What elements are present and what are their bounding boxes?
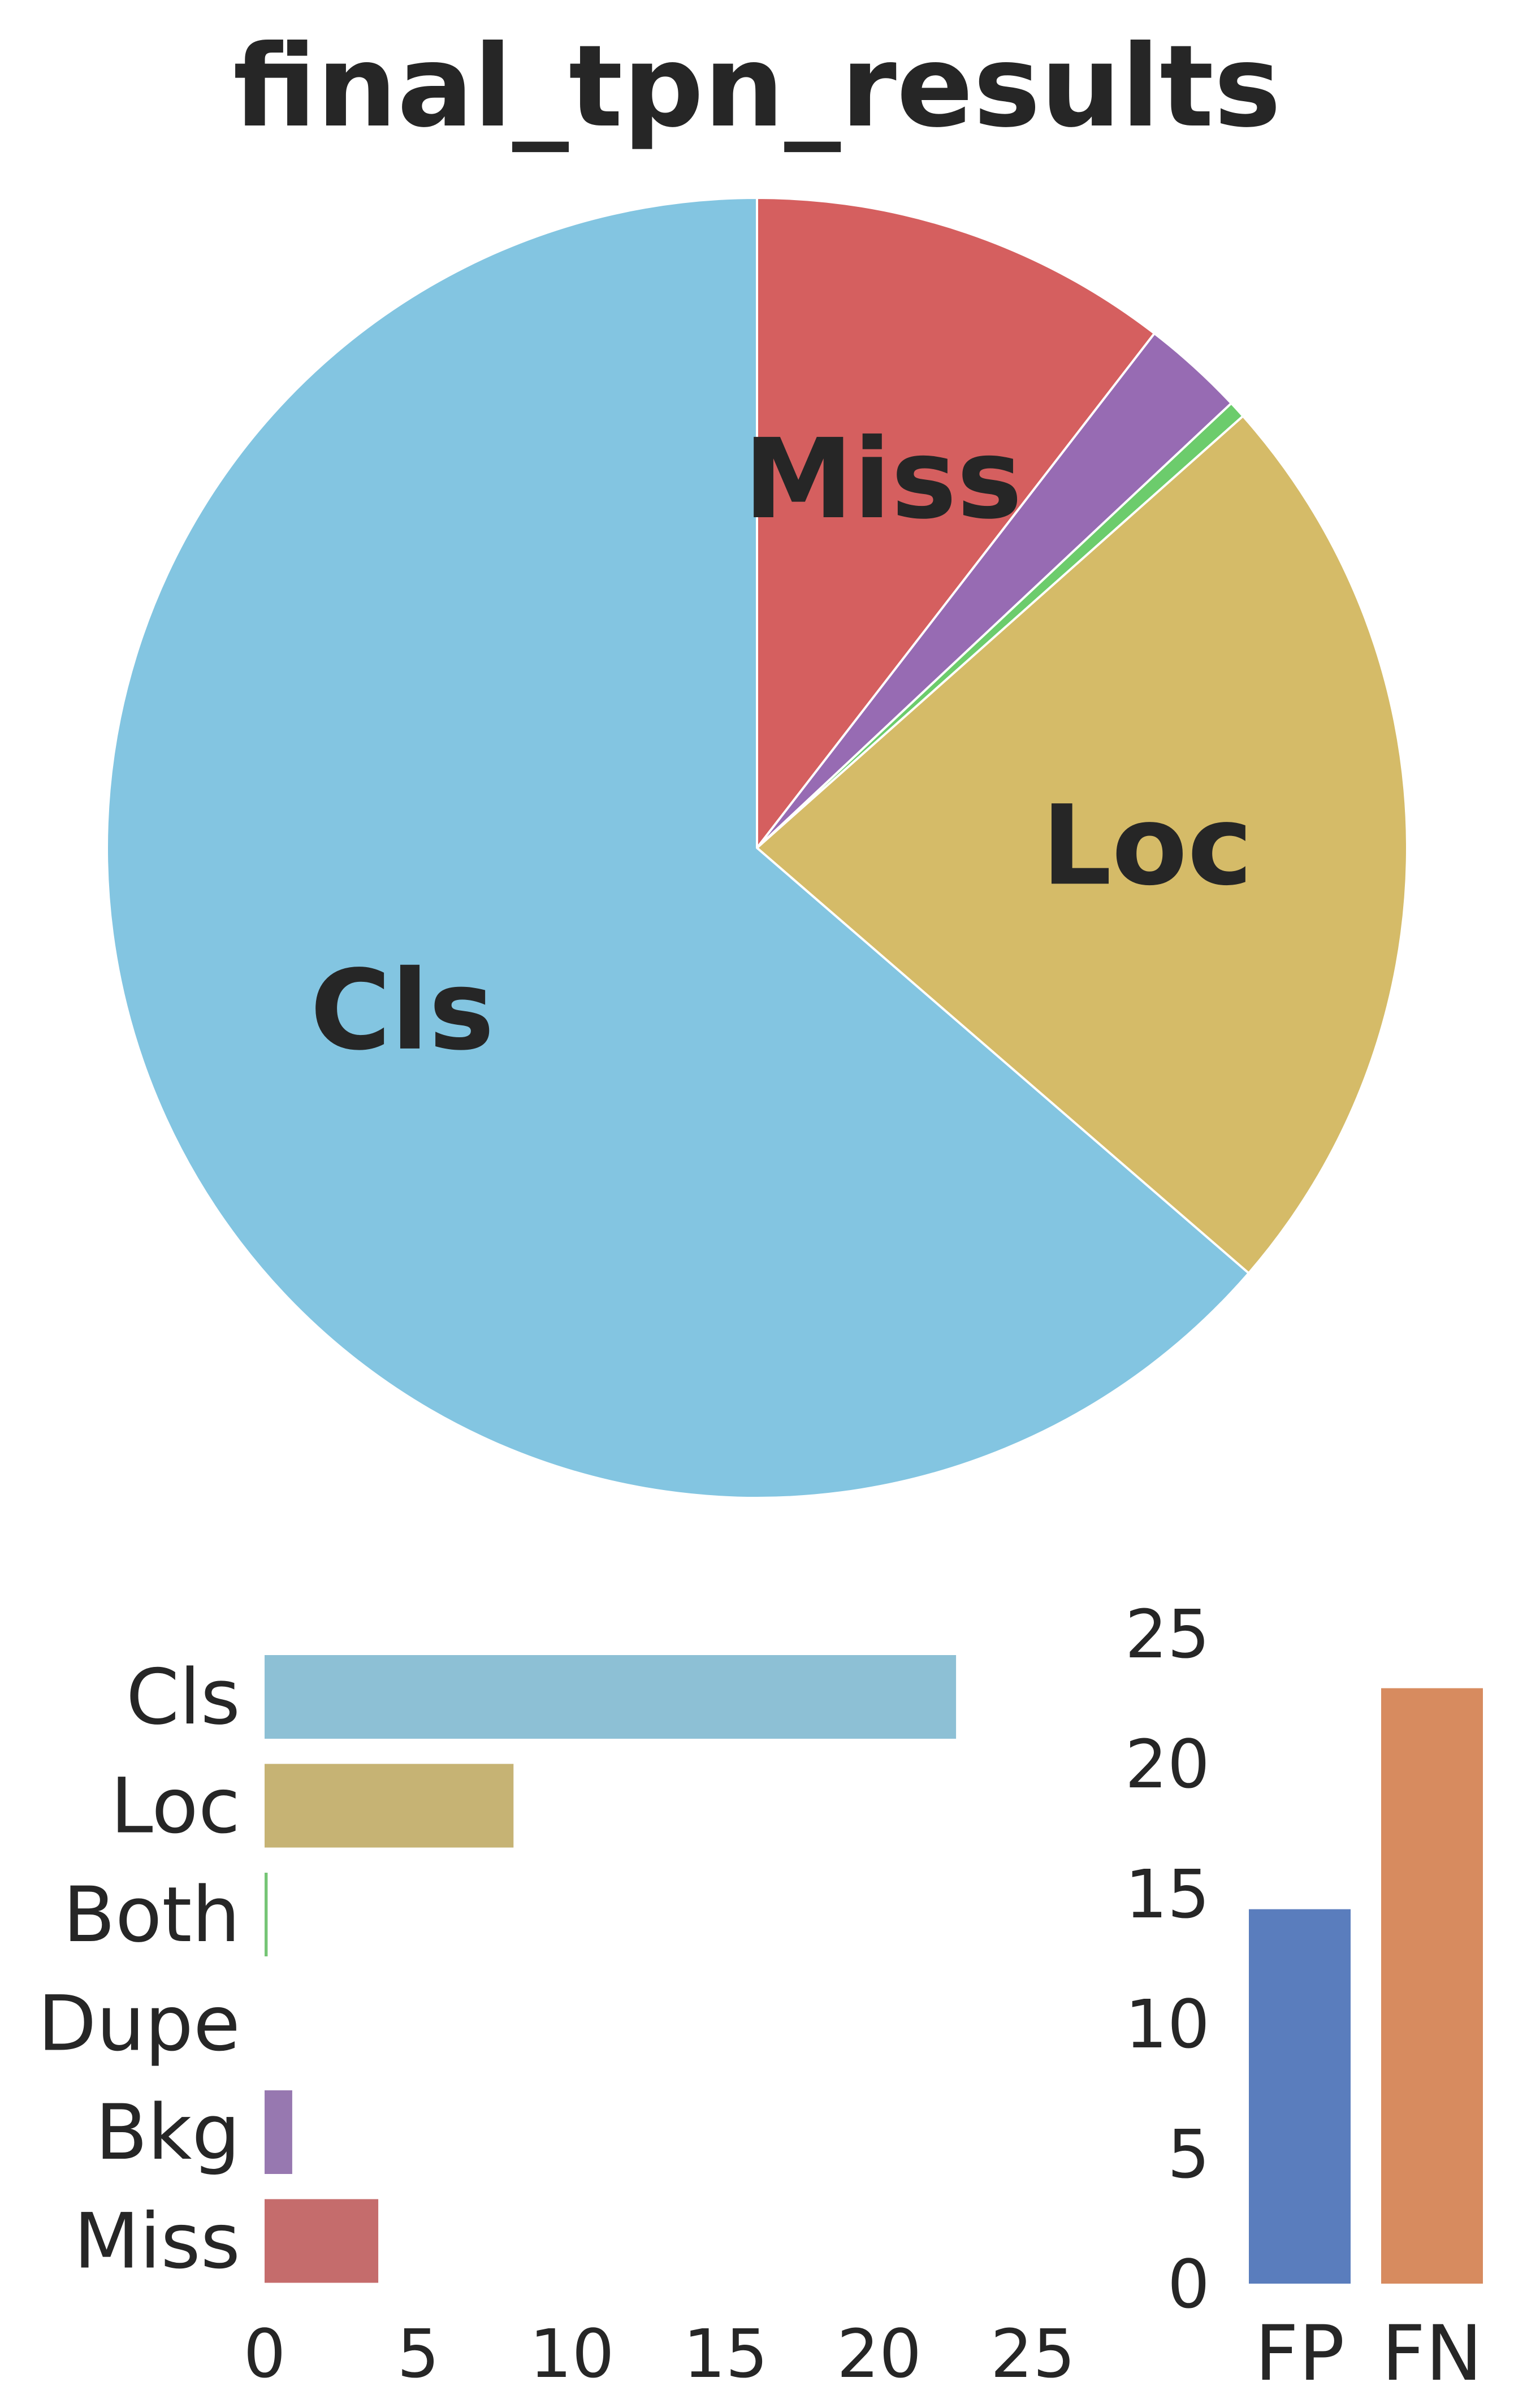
error-type-x-tick: 0 <box>243 2315 286 2393</box>
pie-slice-cls <box>106 197 1250 1499</box>
error-type-labels: Cls Loc Both Dupe Bkg Miss <box>38 1653 240 2286</box>
fp-fn-y-tick: 15 <box>1125 1855 1210 1933</box>
pie-chart: Miss Loc Cls <box>106 197 1408 1499</box>
fp-fn-bar-chart: 0 5 10 15 20 25 FP FN <box>1125 1595 1483 2398</box>
error-type-bar-both <box>265 1873 268 1956</box>
error-type-label-both: Both <box>63 1870 240 1959</box>
error-type-label-cls: Cls <box>126 1653 240 1742</box>
pie-label-loc: Loc <box>1041 781 1253 910</box>
fp-fn-label-fp: FP <box>1255 2309 1344 2398</box>
error-type-label-bkg: Bkg <box>96 2088 241 2177</box>
pie-slice-miss <box>756 197 1156 849</box>
error-type-bar-miss <box>265 2199 379 2283</box>
error-type-label-miss: Miss <box>73 2197 240 2286</box>
error-type-x-ticks: 0 5 10 15 20 25 <box>243 2315 1075 2393</box>
error-type-x-tick: 15 <box>683 2315 768 2393</box>
pie-slice-loc <box>756 415 1408 1275</box>
error-type-x-tick: 20 <box>837 2315 922 2393</box>
pie-slices <box>106 197 1408 1499</box>
fp-fn-label-fn: FN <box>1382 2309 1483 2398</box>
fp-fn-y-tick: 20 <box>1125 1725 1210 1803</box>
chart-title: final_tpn_results <box>233 21 1281 153</box>
fp-fn-bar-fp <box>1249 1909 1351 2284</box>
error-type-x-tick: 10 <box>530 2315 615 2393</box>
pie-label-miss: Miss <box>743 415 1022 543</box>
fp-fn-bars <box>1249 1688 1483 2284</box>
error-type-bar-bkg <box>265 2090 292 2174</box>
fp-fn-labels: FP FN <box>1255 2309 1482 2398</box>
error-type-bar-loc <box>265 1764 514 1848</box>
error-type-bars <box>265 1655 957 2283</box>
fp-fn-y-tick: 0 <box>1167 2245 1210 2323</box>
error-type-bar-chart: Cls Loc Both Dupe Bkg Miss 0 5 10 15 20 25 <box>38 1653 1075 2393</box>
fp-fn-y-ticks: 0 5 10 15 20 25 <box>1125 1595 1210 2323</box>
error-type-x-tick: 25 <box>990 2315 1075 2393</box>
fp-fn-y-tick: 5 <box>1167 2115 1210 2193</box>
pie-labels: Miss Loc Cls <box>310 415 1252 1075</box>
error-type-bar-cls <box>265 1655 957 1739</box>
pie-label-cls: Cls <box>310 946 494 1075</box>
error-type-label-loc: Loc <box>110 1762 240 1851</box>
error-type-label-dupe: Dupe <box>38 1980 240 2068</box>
fp-fn-y-tick: 10 <box>1125 1985 1210 2063</box>
fp-fn-bar-fn <box>1381 1688 1483 2284</box>
fp-fn-y-tick: 25 <box>1125 1595 1210 1673</box>
error-type-x-tick: 5 <box>397 2315 439 2393</box>
